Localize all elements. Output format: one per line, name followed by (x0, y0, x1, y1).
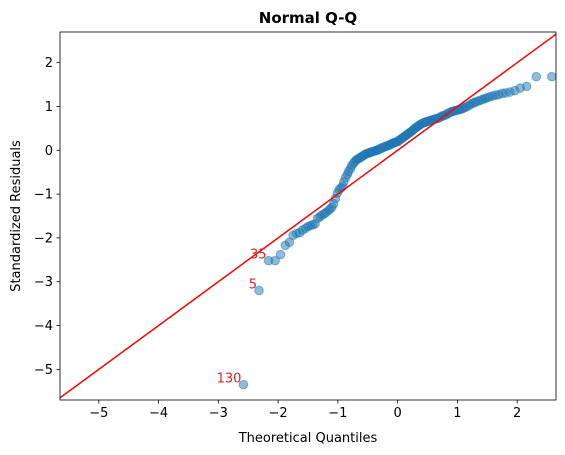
data-point (275, 249, 286, 260)
data-point (254, 285, 264, 296)
y-tick-label: −1 (34, 188, 53, 203)
data-point (521, 81, 532, 92)
points-layer (238, 71, 556, 390)
point-annotation: 5 (249, 277, 257, 292)
x-axis-label: Theoretical Quantiles (238, 431, 378, 446)
reference-line (60, 33, 556, 399)
y-tick-label: −4 (34, 319, 53, 334)
x-tick-label: 1 (453, 406, 461, 421)
x-tick-label: −4 (149, 406, 168, 421)
reference-line-layer (60, 33, 556, 399)
point-annotation: 35 (250, 248, 267, 263)
data-point (270, 255, 280, 266)
y-tick-label: −3 (34, 275, 53, 290)
plot-frame (59, 31, 557, 401)
y-tick-label: 0 (45, 144, 53, 159)
data-point (531, 71, 542, 82)
annotation-layer: 130 5 35 (217, 248, 267, 387)
point-annotation: 130 (217, 372, 242, 387)
chart-title: Normal Q-Q (259, 9, 357, 27)
x-tick-label: −3 (209, 406, 228, 421)
y-tick-label: −5 (34, 363, 53, 378)
x-tick-label: −1 (328, 406, 347, 421)
x-tick-label: 2 (513, 406, 521, 421)
axes-layer: −5 −4 −3 −2 −1 0 1 2 −5 −4 −3 −2 −1 0 1 2 (34, 31, 557, 421)
data-point (238, 379, 249, 390)
x-tick-label: −5 (89, 406, 108, 421)
y-axis-label: Standardized Residuals (9, 140, 24, 292)
y-tick-label: 1 (45, 100, 53, 115)
y-tick-label: −2 (34, 231, 53, 246)
data-point (547, 71, 556, 82)
x-tick-label: 0 (393, 406, 401, 421)
x-tick-label: −2 (269, 406, 288, 421)
y-tick-label: 2 (45, 56, 53, 71)
